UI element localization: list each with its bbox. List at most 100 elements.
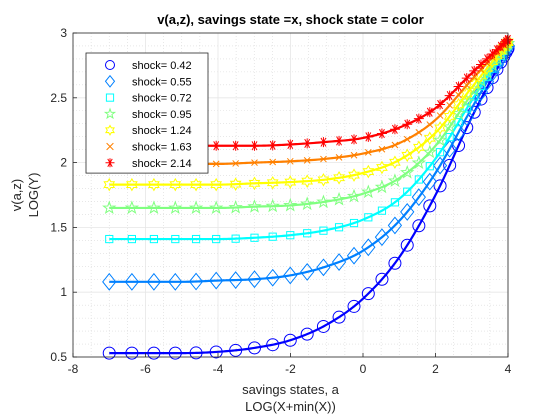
data-point-marker: [266, 175, 279, 190]
data-point-marker: [411, 155, 427, 169]
series-5: [103, 35, 514, 192]
data-point-marker: [390, 198, 400, 207]
data-point-marker: [433, 179, 447, 193]
data-point-marker: [209, 345, 223, 359]
data-point-marker: [168, 272, 183, 291]
data-point-marker: [228, 199, 243, 214]
data-point-marker: [125, 346, 139, 360]
data-point-marker: [424, 107, 435, 118]
data-point-marker: [389, 155, 401, 170]
legend-label: shock= 2.14: [132, 158, 192, 170]
legend-label: shock= 1.63: [132, 142, 192, 154]
data-point-marker: [350, 151, 358, 159]
data-point-marker: [423, 199, 437, 213]
data-point-marker: [127, 234, 136, 244]
data-point-marker: [265, 198, 280, 213]
data-point-marker: [487, 48, 498, 59]
data-point-marker: [387, 216, 403, 235]
series-line: [109, 48, 509, 355]
data-point-marker: [248, 341, 262, 355]
data-point-marker: [432, 156, 448, 175]
data-point-marker: [229, 343, 243, 357]
legend-marker: [105, 158, 115, 168]
x-axis-label-line1: savings states, a: [242, 382, 340, 397]
data-point-marker: [149, 234, 159, 244]
data-point-marker: [361, 184, 376, 199]
data-point-marker: [347, 299, 361, 313]
data-point-marker: [389, 124, 400, 135]
data-point-marker: [333, 170, 345, 185]
data-point-marker: [443, 158, 457, 172]
data-point-marker: [446, 101, 454, 109]
data-point-marker: [209, 271, 224, 290]
data-point-marker: [414, 175, 423, 184]
data-point-marker: [412, 219, 426, 233]
data-point-marker: [375, 272, 389, 286]
legend-item: shock= 0.72: [105, 93, 192, 105]
data-point-marker: [363, 131, 374, 142]
data-point-marker: [411, 188, 426, 207]
data-point-marker: [147, 346, 161, 360]
data-point-marker: [434, 121, 446, 135]
data-point-marker: [102, 272, 117, 291]
data-point-marker: [300, 327, 314, 341]
data-point-marker: [251, 159, 258, 166]
legend-label: shock= 0.55: [132, 76, 192, 88]
data-point-marker: [444, 90, 455, 101]
data-point-marker: [435, 148, 445, 157]
x-tick-label: -8: [68, 362, 79, 376]
legend-item: shock= 1.24: [105, 124, 192, 137]
data-point-marker: [473, 83, 489, 102]
data-point-marker: [423, 131, 436, 146]
data-point-marker: [469, 65, 480, 76]
data-point-marker: [391, 141, 399, 149]
data-point-marker: [301, 174, 314, 188]
legend-label: shock= 0.72: [132, 93, 192, 105]
data-point-marker: [403, 135, 411, 143]
data-point-marker: [247, 199, 262, 213]
data-point-marker: [334, 135, 345, 146]
legend: shock= 0.42 shock= 0.55 shock= 0.72 shock= …: [85, 52, 209, 174]
data-point-marker: [318, 137, 329, 148]
data-point-marker: [498, 38, 509, 49]
series-3: [105, 40, 513, 244]
data-point-marker: [374, 179, 390, 194]
y-tick-label: 1.5: [50, 220, 67, 234]
data-point-marker: [349, 218, 359, 228]
data-point-marker: [497, 40, 510, 55]
legend-marker: [104, 74, 116, 88]
data-point-marker: [300, 196, 315, 211]
data-point-marker: [400, 164, 415, 179]
data-point-marker: [400, 202, 415, 221]
data-point-marker: [415, 129, 423, 136]
data-point-marker: [364, 149, 372, 156]
y-tick-label: 3: [60, 26, 67, 40]
data-point-marker: [432, 132, 448, 147]
data-point-marker: [228, 271, 243, 289]
data-point-marker: [210, 177, 223, 192]
x-tick-label: 2: [432, 362, 439, 376]
data-point-marker: [461, 73, 472, 84]
data-point-marker: [283, 266, 298, 285]
legend-label: shock= 0.95: [132, 109, 192, 121]
data-point-marker: [501, 36, 512, 47]
data-point-marker: [190, 177, 202, 192]
legend-item: shock= 0.55: [104, 74, 192, 88]
data-point-marker: [316, 194, 331, 209]
legend-item: shock= 1.63: [106, 142, 192, 154]
data-point-marker: [402, 119, 413, 130]
data-point-marker: [362, 164, 375, 179]
x-tick-label: 0: [360, 362, 367, 376]
data-point-marker: [249, 140, 260, 151]
axis-ticks: -8 -6 -4 -2 0 2 4 0.5 1 1.5 2 2.5 3: [50, 26, 511, 376]
data-point-marker: [102, 200, 117, 215]
legend-label: shock= 0.42: [132, 60, 192, 72]
data-point-marker: [126, 177, 138, 192]
data-point-marker: [376, 160, 388, 175]
x-tick-label: -2: [285, 362, 296, 376]
data-point-marker: [302, 138, 313, 149]
data-point-marker: [453, 81, 464, 92]
data-point-marker: [248, 176, 261, 191]
data-point-marker: [482, 53, 493, 64]
data-point-marker: [267, 140, 278, 151]
